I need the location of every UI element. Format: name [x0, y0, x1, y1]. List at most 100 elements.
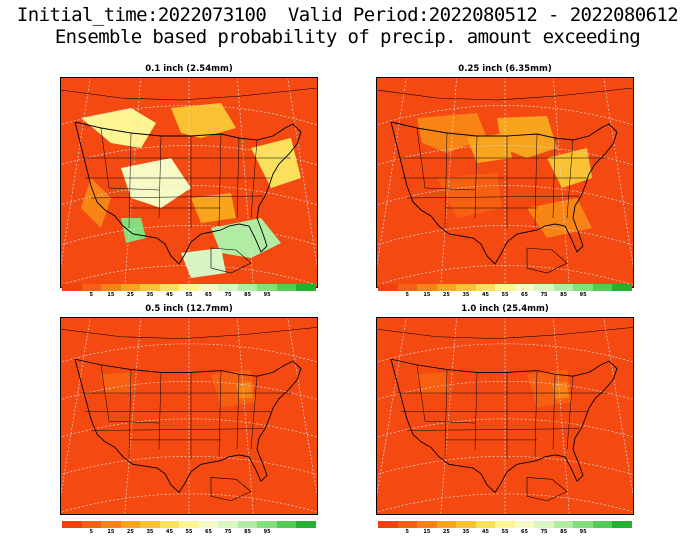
map-panel-1-0-inch: 1.0 inch (25.4mm): [376, 304, 634, 530]
colorbar-swatch: [179, 521, 199, 528]
colorbar-tick-label: 35: [462, 292, 470, 298]
longitude-line: [237, 318, 254, 514]
state-border: [534, 133, 538, 227]
colorbar-swatch: [140, 284, 160, 291]
caribbean-coast: [526, 247, 568, 274]
colorbar-swatch: [198, 521, 219, 528]
colorbar-tick-label: 45: [165, 529, 173, 535]
caribbean-coast: [210, 477, 252, 502]
colorbar-tick-label: 45: [481, 529, 489, 535]
longitude-line: [553, 78, 570, 287]
colorbar-swatch: [296, 284, 316, 291]
colorbar-swatch: [120, 521, 141, 528]
coastline: [390, 121, 618, 265]
colorbar-swatch: [257, 284, 277, 291]
longitude-line: [124, 78, 141, 287]
panel-title: 0.1 inch (2.54mm): [145, 64, 233, 74]
colorbar-labels: 5 15 25 35 45 55 65 75 85 95: [378, 528, 632, 536]
map-panel-0-1-inch: 0.1 inch (2.54mm): [60, 64, 318, 290]
state-border: [90, 428, 264, 431]
probability-region: [171, 103, 236, 138]
colorbar-swatch: [378, 521, 398, 528]
colorbar-tick-label: 85: [244, 292, 252, 298]
longitude-line: [61, 78, 91, 268]
colorbar-swatch: [456, 284, 476, 291]
longitude-line: [440, 318, 457, 514]
colorbar-swatch: [257, 521, 277, 528]
probability-region: [467, 133, 512, 163]
state-border: [90, 195, 264, 199]
colorbar-swatch: [436, 521, 457, 528]
colorbar-swatch: [237, 521, 258, 528]
map-panel-0-5-inch: 0.5 inch (12.7mm): [60, 304, 318, 530]
longitude-line: [377, 318, 407, 496]
colorbar-swatch: [198, 284, 219, 291]
probability-region: [81, 178, 111, 228]
figure-title-line-1: Initial_time:2022073100 Valid Period:202…: [16, 4, 679, 26]
state-border: [474, 372, 478, 450]
state-border: [108, 420, 160, 424]
colorbar-swatch: [101, 521, 121, 528]
probability-region: [236, 381, 253, 399]
probability-region: [181, 248, 226, 278]
state-border: [552, 374, 556, 450]
colorbar-swatch: [397, 521, 418, 528]
canada-coastline: [61, 327, 317, 339]
colorbar-tick-label: 65: [205, 529, 213, 535]
colorbar-tick-label: 55: [501, 292, 509, 298]
colorbar-labels: 5 15 25 35 45 55 65 75 85 95: [62, 528, 316, 536]
state-border: [424, 420, 476, 424]
state-border: [474, 135, 478, 219]
probability-map: [60, 77, 318, 288]
colorbar-tick-label: 35: [146, 292, 154, 298]
probability-region: [417, 372, 449, 395]
state-border: [158, 135, 162, 219]
colorbar-labels: 5 15 25 35 45 55 65 75 85 95: [378, 291, 632, 299]
state-border: [566, 376, 574, 450]
probability-region: [121, 218, 146, 243]
probability-region: [251, 138, 301, 188]
colorbar-labels: 5 15 25 35 45 55 65 75 85 95: [62, 291, 316, 299]
longitude-line: [603, 78, 633, 268]
probability-map: [376, 317, 634, 515]
colorbar-swatch: [159, 284, 180, 291]
colorbar-swatch: [495, 521, 515, 528]
state-border: [236, 137, 240, 219]
colorbar-tick-label: 45: [481, 292, 489, 298]
colorbar-tick-label: 15: [107, 292, 115, 298]
colorbar-swatch: [495, 284, 515, 291]
colorbar-tick-label: 45: [165, 292, 173, 298]
colorbar-swatch: [378, 284, 398, 291]
colorbar-tick-label: 65: [521, 292, 529, 298]
colorbar-tick-label: 75: [224, 292, 232, 298]
state-border: [406, 195, 580, 199]
state-border: [406, 428, 580, 431]
colorbar-swatch: [592, 284, 613, 291]
coastline: [390, 358, 618, 494]
probability-region: [437, 173, 502, 218]
state-border: [534, 370, 538, 457]
colorbar-swatch: [573, 284, 593, 291]
colorbar-tick-label: 15: [423, 529, 431, 535]
state-border: [128, 132, 132, 229]
colorbar-tick-label: 35: [462, 529, 470, 535]
colorbar-tick-label: 65: [521, 529, 529, 535]
colorbar-swatches: [378, 521, 632, 528]
caribbean-coast: [526, 477, 568, 502]
colorbar-tick-label: 85: [244, 529, 252, 535]
probability-region: [211, 218, 281, 258]
colorbar-swatch: [276, 521, 297, 528]
probability-region: [101, 372, 133, 395]
colorbar-swatch: [179, 284, 199, 291]
colorbar-swatch: [514, 284, 535, 291]
colorbar-swatches: [378, 284, 632, 291]
colorbar: 5 15 25 35 45 55 65 75 85 95: [62, 521, 316, 536]
colorbar-swatch: [534, 284, 554, 291]
probability-region: [121, 158, 191, 208]
colorbar-tick-label: 75: [224, 529, 232, 535]
colorbar-swatch: [612, 284, 632, 291]
state-border: [108, 187, 160, 191]
colorbar-swatch: [417, 284, 437, 291]
colorbar-tick-label: 25: [126, 292, 134, 298]
caribbean-coast: [210, 247, 252, 274]
